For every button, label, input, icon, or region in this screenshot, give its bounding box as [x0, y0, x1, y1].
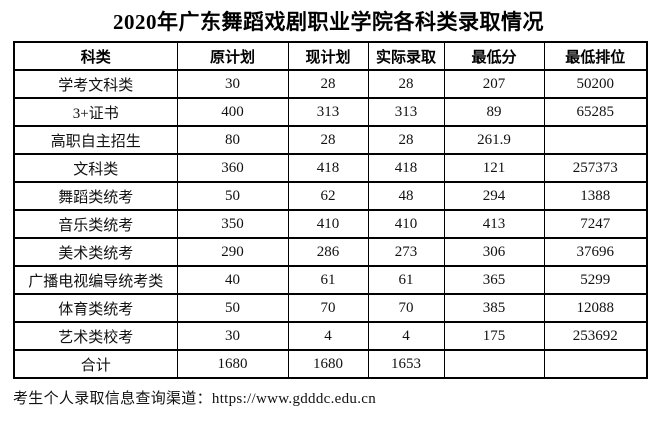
value-cell: 413	[443, 209, 545, 239]
value-cell: 1680	[176, 349, 289, 379]
value-cell: 28	[287, 69, 369, 99]
category-cell: 学考文科类	[13, 69, 178, 99]
value-cell: 207	[443, 69, 545, 99]
value-cell: 61	[287, 265, 369, 295]
value-cell: 30	[176, 69, 289, 99]
value-cell	[543, 349, 648, 379]
value-cell: 70	[367, 293, 445, 323]
value-cell: 261.9	[443, 125, 545, 155]
table-row: 高职自主招生 80 28 28 261.9	[13, 125, 648, 155]
value-cell: 12088	[543, 293, 648, 323]
category-cell: 3+证书	[13, 97, 178, 127]
value-cell: 50	[176, 293, 289, 323]
value-cell: 4	[367, 321, 445, 351]
column-header: 最低排位	[543, 41, 648, 71]
column-header: 最低分	[443, 41, 545, 71]
value-cell: 294	[443, 181, 545, 211]
value-cell: 385	[443, 293, 545, 323]
column-header: 现计划	[287, 41, 369, 71]
value-cell	[543, 125, 648, 155]
value-cell: 80	[176, 125, 289, 155]
table-row: 美术类统考 290 286 273 306 37696	[13, 237, 648, 267]
footer-note: 考生个人录取信息查询渠道：https://www.gdddc.edu.cn	[13, 391, 377, 407]
value-cell: 37696	[543, 237, 648, 267]
table-row: 学考文科类 30 28 28 207 50200	[13, 69, 648, 99]
category-cell: 音乐类统考	[13, 209, 178, 239]
value-cell: 89	[443, 97, 545, 127]
value-cell: 48	[367, 181, 445, 211]
category-cell: 美术类统考	[13, 237, 178, 267]
value-cell: 50200	[543, 69, 648, 99]
value-cell: 28	[367, 125, 445, 155]
table-row: 艺术类校考 30 4 4 175 253692	[13, 321, 648, 351]
column-header: 实际录取	[367, 41, 445, 71]
value-cell: 257373	[543, 153, 648, 183]
admissions-table: 科类 原计划 现计划 实际录取 最低分 最低排位 学考文科类 30 28 28 207 50200 3…	[13, 41, 648, 379]
category-cell: 合计	[13, 349, 178, 379]
value-cell: 65285	[543, 97, 648, 127]
category-cell: 体育类统考	[13, 293, 178, 323]
category-cell: 文科类	[13, 153, 178, 183]
value-cell: 360	[176, 153, 289, 183]
category-cell: 舞蹈类统考	[13, 181, 178, 211]
value-cell: 290	[176, 237, 289, 267]
table-row: 舞蹈类统考 50 62 48 294 1388	[13, 181, 648, 211]
value-cell: 365	[443, 265, 545, 295]
table-row: 广播电视编导统考类 40 61 61 365 5299	[13, 265, 648, 295]
value-cell: 313	[287, 97, 369, 127]
column-header: 科类	[13, 41, 178, 71]
value-cell: 7247	[543, 209, 648, 239]
value-cell: 5299	[543, 265, 648, 295]
value-cell: 61	[367, 265, 445, 295]
column-header: 原计划	[176, 41, 289, 71]
table-row: 3+证书 400 313 313 89 65285	[13, 97, 648, 127]
value-cell: 350	[176, 209, 289, 239]
value-cell: 1680	[287, 349, 369, 379]
value-cell	[443, 349, 545, 379]
value-cell: 70	[287, 293, 369, 323]
value-cell: 273	[367, 237, 445, 267]
value-cell: 4	[287, 321, 369, 351]
category-cell: 艺术类校考	[13, 321, 178, 351]
value-cell: 313	[367, 97, 445, 127]
value-cell: 28	[287, 125, 369, 155]
value-cell: 306	[443, 237, 545, 267]
value-cell: 400	[176, 97, 289, 127]
value-cell: 175	[443, 321, 545, 351]
value-cell: 253692	[543, 321, 648, 351]
value-cell: 418	[367, 153, 445, 183]
value-cell: 28	[367, 69, 445, 99]
value-cell: 30	[176, 321, 289, 351]
table-row: 体育类统考 50 70 70 385 12088	[13, 293, 648, 323]
table-header-row: 科类 原计划 现计划 实际录取 最低分 最低排位	[13, 41, 648, 71]
value-cell: 1388	[543, 181, 648, 211]
value-cell: 1653	[367, 349, 445, 379]
table-row: 合计 1680 1680 1653	[13, 349, 648, 379]
page-title: 2020年广东舞蹈戏剧职业学院各科类录取情况	[113, 10, 544, 34]
table-body: 学考文科类 30 28 28 207 50200 3+证书 400 313 313 89 65285 高…	[13, 69, 648, 379]
table-row: 文科类 360 418 418 121 257373	[13, 153, 648, 183]
value-cell: 40	[176, 265, 289, 295]
table-row: 音乐类统考 350 410 410 413 7247	[13, 209, 648, 239]
value-cell: 410	[287, 209, 369, 239]
value-cell: 410	[367, 209, 445, 239]
value-cell: 50	[176, 181, 289, 211]
category-cell: 广播电视编导统考类	[13, 265, 178, 295]
category-cell: 高职自主招生	[13, 125, 178, 155]
value-cell: 62	[287, 181, 369, 211]
value-cell: 418	[287, 153, 369, 183]
page: 2020年广东舞蹈戏剧职业学院各科类录取情况 科类 原计划 现计划 实际录取 最低分 最低…	[0, 6, 657, 431]
value-cell: 286	[287, 237, 369, 267]
value-cell: 121	[443, 153, 545, 183]
